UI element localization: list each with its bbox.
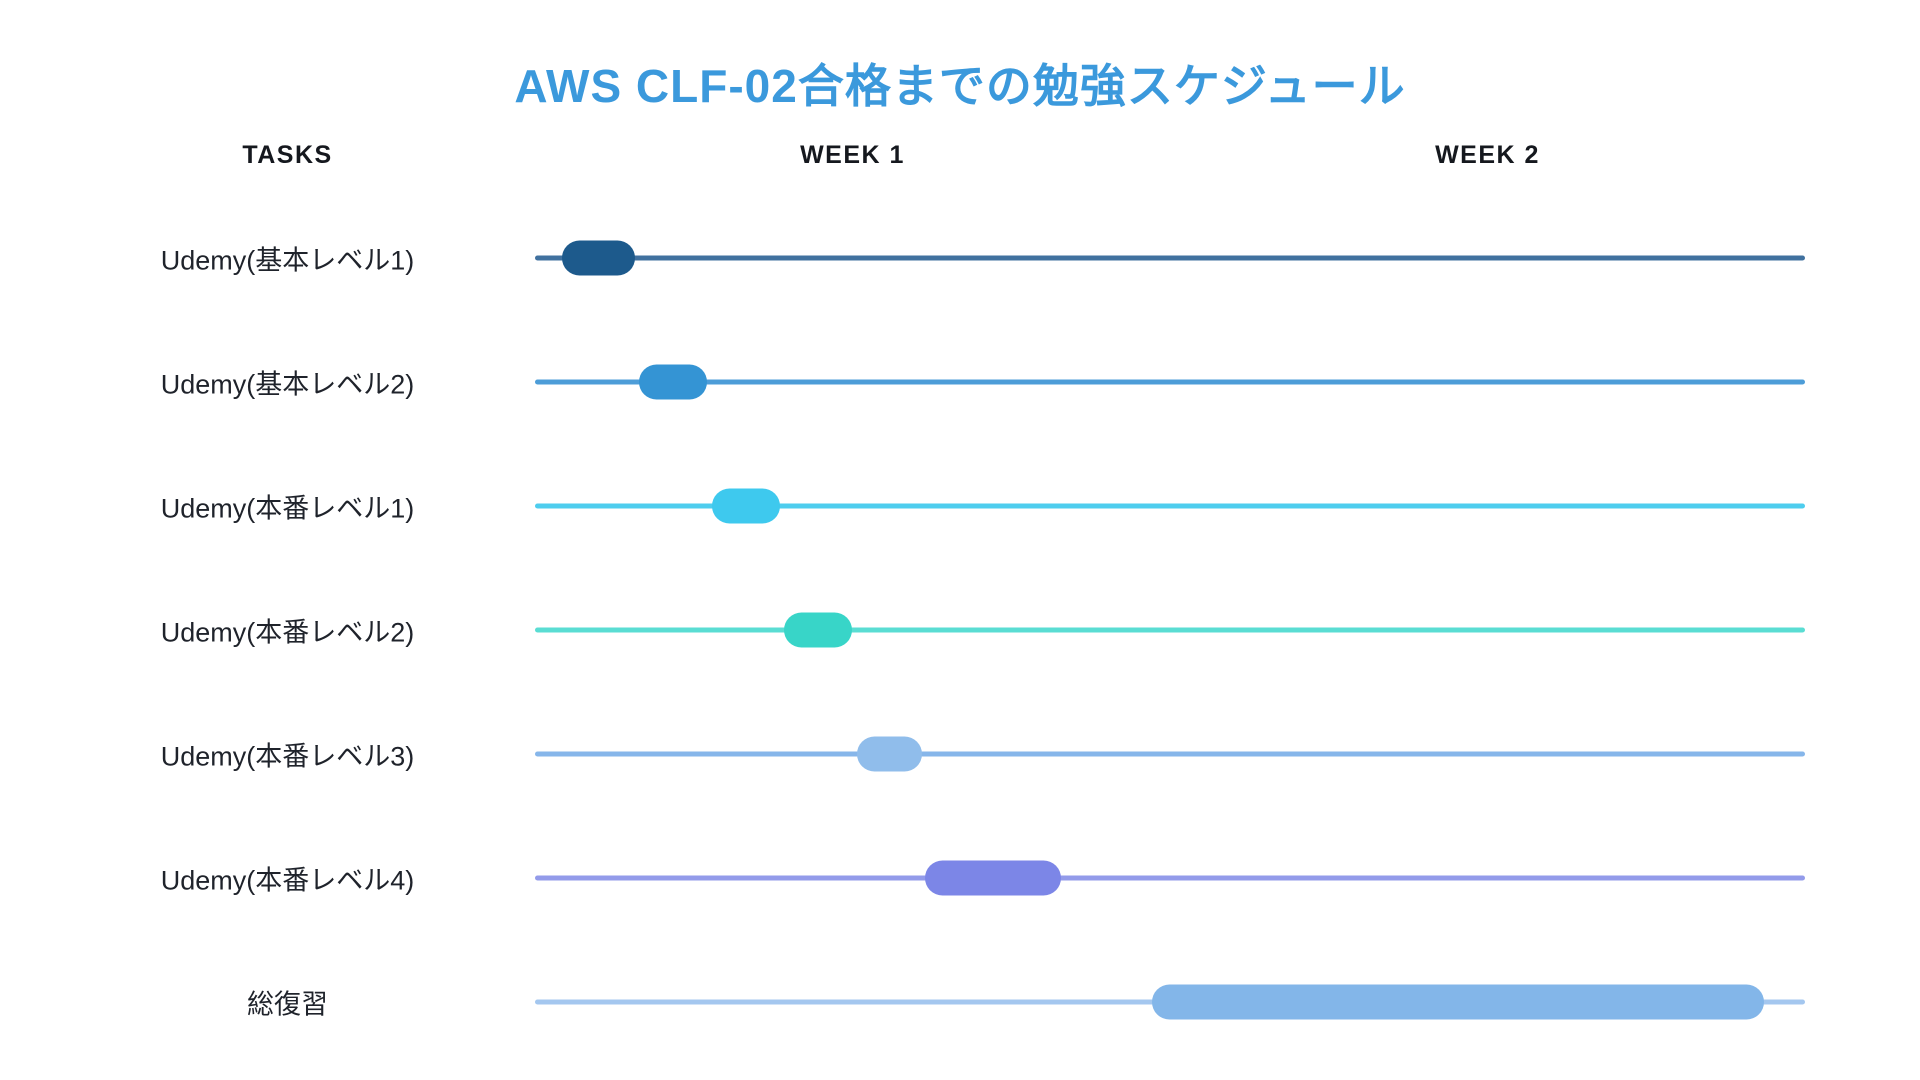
column-header-week1: WEEK 1 — [800, 141, 905, 169]
chart-title: AWS CLF-02合格までの勉強スケジュール — [514, 60, 1406, 112]
task-pill — [925, 860, 1062, 896]
task-pill — [1151, 984, 1765, 1020]
task-track — [535, 196, 1805, 320]
task-row: Udemy(基本レベル1) — [0, 196, 1920, 320]
task-row: Udemy(本番レベル1) — [0, 444, 1920, 568]
task-track — [535, 320, 1805, 444]
task-row: Udemy(本番レベル4) — [0, 816, 1920, 940]
task-track — [535, 816, 1805, 940]
task-line — [535, 255, 1805, 261]
task-pill — [711, 488, 780, 524]
task-row: Udemy(本番レベル2) — [0, 568, 1920, 692]
task-row: Udemy(基本レベル2) — [0, 320, 1920, 444]
task-row: 総復習 — [0, 940, 1920, 1064]
task-pill — [562, 240, 635, 276]
column-header-week2: WEEK 2 — [1435, 141, 1540, 169]
task-label: Udemy(本番レベル4) — [160, 865, 415, 896]
task-track — [535, 568, 1805, 692]
task-label: Udemy(本番レベル1) — [160, 493, 415, 524]
task-label: Udemy(本番レベル2) — [160, 617, 415, 648]
task-line — [535, 379, 1805, 385]
task-track — [535, 692, 1805, 816]
task-line — [535, 751, 1805, 757]
task-label: 総復習 — [247, 989, 328, 1020]
task-track — [535, 940, 1805, 1064]
task-label: Udemy(本番レベル3) — [160, 741, 415, 772]
task-label: Udemy(基本レベル2) — [160, 369, 415, 400]
task-line — [535, 875, 1805, 881]
task-label: Udemy(基本レベル1) — [160, 245, 415, 276]
task-line — [535, 627, 1805, 633]
task-pill — [784, 612, 853, 648]
task-track — [535, 444, 1805, 568]
task-pill — [857, 736, 923, 772]
task-pill — [639, 364, 708, 400]
task-line — [535, 503, 1805, 509]
column-header-tasks: TASKS — [242, 141, 333, 169]
task-row: Udemy(本番レベル3) — [0, 692, 1920, 816]
task-rows: Udemy(基本レベル1) Udemy(基本レベル2) Udemy(本番レベル1… — [0, 196, 1920, 1064]
